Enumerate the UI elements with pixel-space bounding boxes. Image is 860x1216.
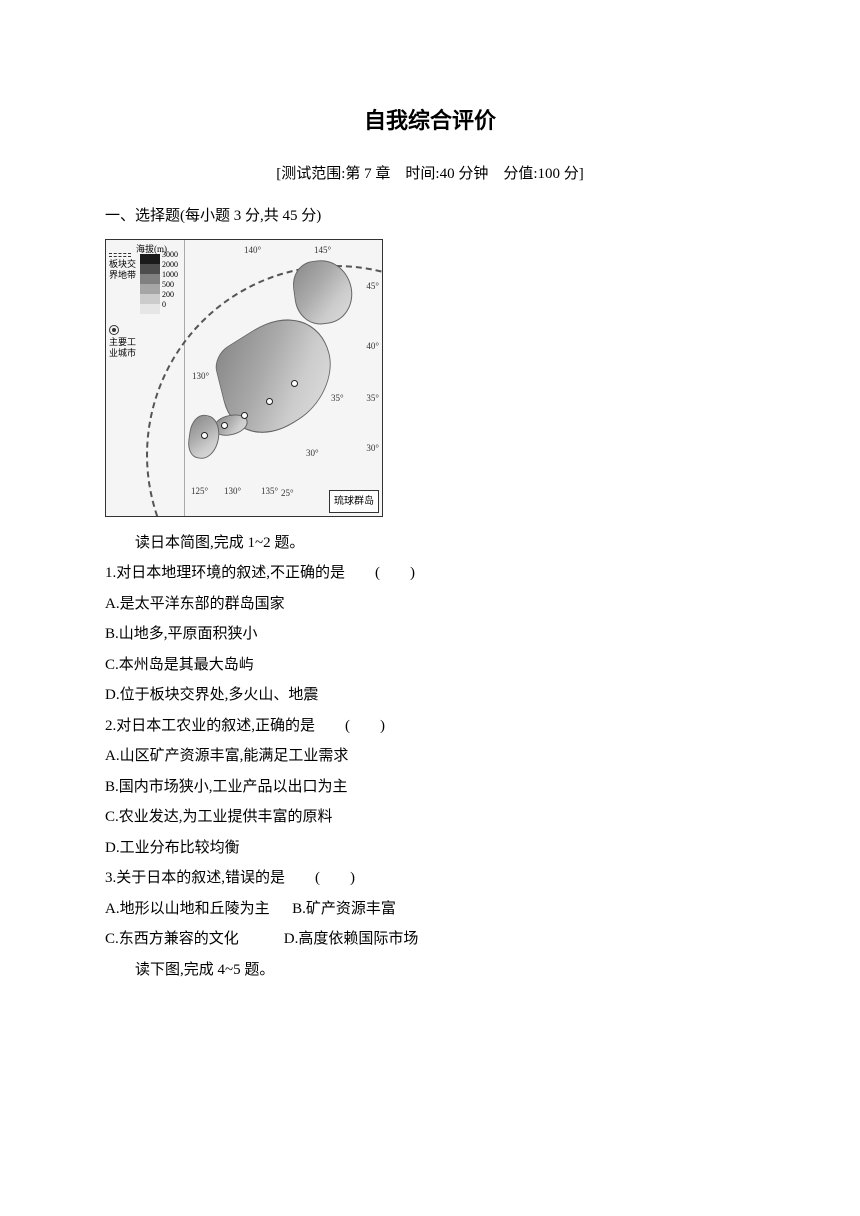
intro-1: 读日本简图,完成 1~2 题。 (105, 529, 755, 558)
swatch-0 (140, 304, 160, 314)
q3-c: C.东西方兼容的文化 (105, 931, 239, 947)
q2-b: B.国内市场狭小,工业产品以出口为主 (105, 773, 755, 802)
city-dot-4 (221, 422, 228, 429)
q2-d: D.工业分布比较均衡 (105, 834, 755, 863)
city-dot-5 (201, 432, 208, 439)
legend-city: 主要工 业城市 (109, 324, 136, 359)
city-dot-3 (241, 412, 248, 419)
section-1-heading: 一、选择题(每小题 3 分,共 45 分) (105, 202, 755, 231)
q2-stem: 2.对日本工农业的叙述,正确的是 ( ) (105, 712, 755, 741)
test-info: [测试范围:第 7 章 时间:40 分钟 分值:100 分] (105, 160, 755, 189)
q1-c: C.本州岛是其最大岛屿 (105, 651, 755, 680)
q2-a: A.山区矿产资源丰富,能满足工业需求 (105, 742, 755, 771)
swatch-1000 (140, 274, 160, 284)
legend-elevation-numbers: 3000 2000 1000 500 200 0 (162, 250, 178, 310)
swatch-500 (140, 284, 160, 294)
intro-2: 读下图,完成 4~5 题。 (105, 956, 755, 985)
legend-boundary-label: 板块交 界地带 (109, 253, 137, 281)
q1-stem: 1.对日本地理环境的叙述,不正确的是 ( ) (105, 559, 755, 588)
q3-ab: A.地形以山地和丘陵为主 B.矿产资源丰富 (105, 895, 755, 924)
swatch-3000 (140, 254, 160, 264)
lon-140: 140° (244, 242, 261, 259)
q1-b: B.山地多,平原面积狭小 (105, 620, 755, 649)
ryukyu-label: 琉球群岛 (329, 490, 379, 513)
q3-d: D.高度依赖国际市场 (284, 931, 419, 947)
city-circle-icon (109, 325, 119, 335)
page-title: 自我综合评价 (105, 100, 755, 142)
q1-d: D.位于板块交界处,多火山、地震 (105, 681, 755, 710)
city-dot-1 (291, 380, 298, 387)
swatch-2000 (140, 264, 160, 274)
q3-b: B.矿产资源丰富 (292, 901, 396, 917)
lon-145: 145° (314, 242, 331, 259)
q2-c: C.农业发达,为工业提供丰富的原料 (105, 803, 755, 832)
legend-elevation-bars (140, 254, 160, 314)
city-dot-2 (266, 398, 273, 405)
q3-stem: 3.关于日本的叙述,错误的是 ( ) (105, 864, 755, 893)
japan-map: 海拔(m) 板块交 界地带 3000 2000 1000 500 200 0 主… (105, 239, 383, 517)
swatch-200 (140, 294, 160, 304)
q3-cd: C.东西方兼容的文化 D.高度依赖国际市场 (105, 925, 755, 954)
q1-a: A.是太平洋东部的群岛国家 (105, 590, 755, 619)
q3-a: A.地形以山地和丘陵为主 (105, 901, 270, 917)
